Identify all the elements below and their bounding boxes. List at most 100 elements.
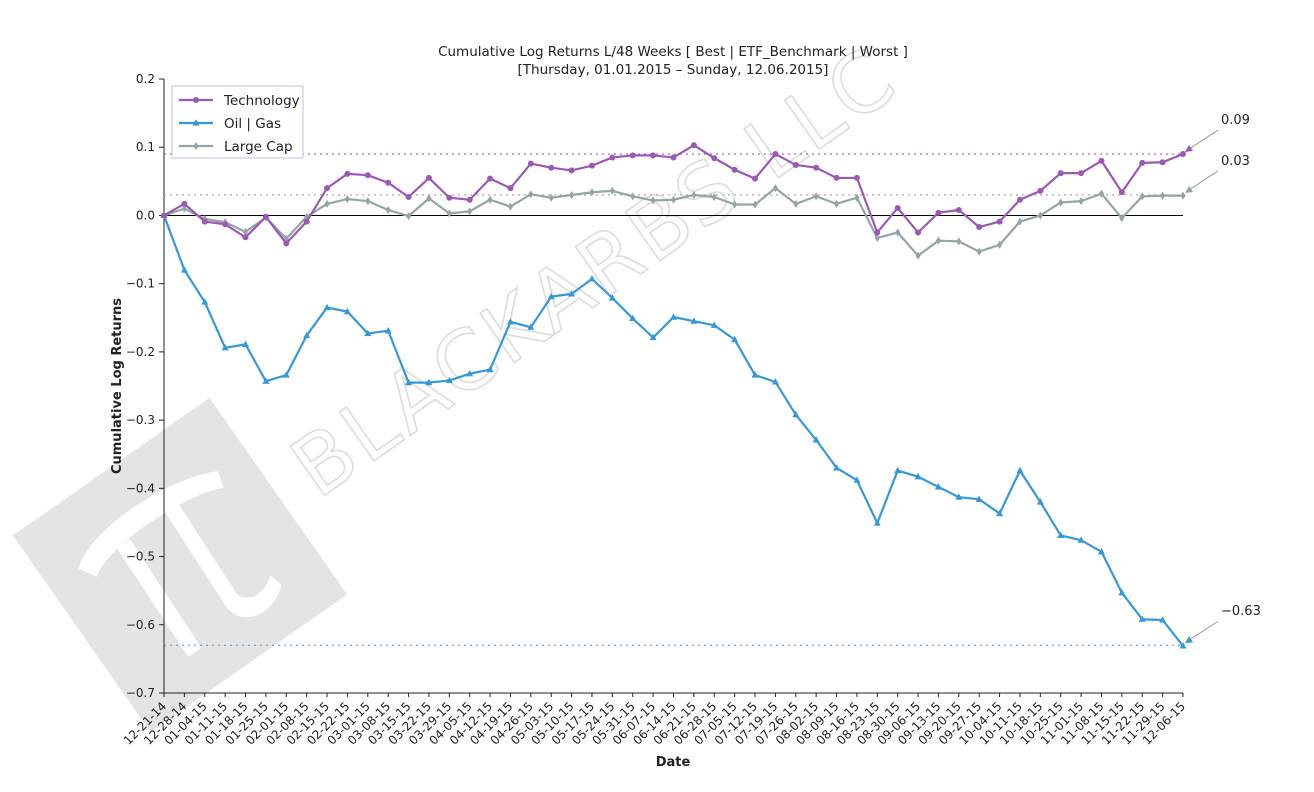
data-point (262, 213, 269, 220)
data-point (405, 378, 413, 386)
y-ticks: 0.2 0.1 0.0 −0.1 −0.2 −0.3 −0.4 −0.5 −0.6 −0.7 (126, 72, 164, 700)
data-point (670, 154, 677, 161)
chart-title: Cumulative Log Returns L/48 Weeks [ Best… (438, 44, 908, 60)
data-point (344, 195, 351, 204)
legend-label: Large Cap (224, 139, 293, 155)
data-point (181, 204, 187, 213)
data-point (466, 196, 473, 203)
data-point (588, 275, 596, 282)
series-oil-gas (160, 211, 1187, 649)
data-point (364, 329, 372, 337)
data-point (1138, 615, 1146, 622)
data-point (487, 195, 493, 204)
data-point (507, 202, 514, 211)
data-point (609, 154, 616, 161)
y-tick-label: −0.7 (126, 686, 155, 700)
data-point (192, 119, 200, 126)
data-point (833, 464, 841, 471)
data-point (221, 343, 229, 351)
y-tick-label: 0.2 (136, 72, 155, 86)
data-point (446, 209, 452, 218)
data-point (548, 193, 554, 202)
legend-label: Technology (223, 93, 300, 109)
data-point (181, 200, 188, 207)
data-point (813, 192, 819, 201)
data-point (629, 314, 637, 322)
y-tick-label: 0.1 (136, 140, 155, 154)
data-point (1139, 192, 1145, 201)
data-point (915, 251, 921, 260)
series-technology (161, 142, 1186, 247)
data-point (650, 196, 656, 205)
data-point (365, 197, 371, 206)
data-point (467, 207, 473, 216)
data-point (385, 179, 392, 186)
data-point (527, 160, 534, 167)
data-point (242, 234, 249, 241)
data-point (895, 228, 901, 237)
data-point (935, 236, 942, 245)
data-point (711, 155, 718, 162)
data-point (242, 340, 250, 347)
data-point (303, 331, 311, 339)
data-point (732, 200, 738, 209)
data-point (1159, 159, 1166, 166)
data-point (343, 307, 351, 315)
data-point (915, 229, 922, 236)
y-tick-label: −0.2 (126, 345, 155, 359)
data-point (506, 318, 514, 325)
data-point (792, 161, 799, 168)
data-point (323, 303, 331, 311)
legend: Technology Oil | Gas Large Cap (171, 85, 304, 159)
annotation-arrowhead (1185, 145, 1193, 153)
data-point (1037, 187, 1044, 194)
data-point (690, 142, 697, 149)
data-point (324, 185, 331, 192)
data-point (161, 212, 167, 219)
data-point (486, 365, 494, 373)
data-point (385, 205, 391, 214)
data-point (466, 369, 474, 377)
y-tick-label: −0.3 (126, 413, 155, 427)
data-point (384, 326, 392, 334)
data-point (1159, 616, 1167, 623)
data-point (589, 188, 595, 197)
data-point (853, 476, 861, 483)
data-point (283, 234, 289, 243)
data-point (812, 436, 820, 443)
data-point (752, 200, 758, 209)
y-tick-label: −0.6 (126, 618, 155, 632)
series-layer (160, 142, 1187, 649)
data-point (874, 233, 880, 242)
data-point (1058, 198, 1064, 207)
data-point (1077, 536, 1085, 543)
data-point (201, 218, 208, 225)
chart-subtitle: [Thursday, 01.01.2015 – Sunday, 12.06.20… (518, 62, 829, 78)
legend-item: Oil | Gas (179, 116, 281, 132)
data-point (751, 371, 759, 378)
data-point (690, 317, 698, 324)
data-point (752, 175, 759, 182)
y-axis-label: Cumulative Log Returns (110, 298, 125, 474)
data-point (772, 184, 778, 193)
data-point (569, 190, 575, 199)
data-point (283, 240, 290, 247)
end-value-label: −0.63 (1221, 604, 1261, 619)
watermark-logo (12, 397, 348, 733)
data-point (772, 151, 779, 158)
data-point (1097, 547, 1105, 555)
end-value-label: 0.09 (1221, 113, 1250, 128)
data-point (670, 195, 677, 204)
data-point (1016, 196, 1023, 203)
y-tick-label: −0.5 (126, 550, 155, 564)
data-point (1160, 191, 1166, 200)
data-point (1098, 157, 1105, 164)
y-tick-label: −0.4 (126, 481, 155, 495)
data-point (608, 294, 616, 301)
data-point (1057, 531, 1065, 539)
data-point (193, 97, 199, 103)
y-tick-label: 0.0 (136, 208, 155, 222)
data-point (1180, 191, 1186, 200)
data-point (955, 206, 962, 213)
